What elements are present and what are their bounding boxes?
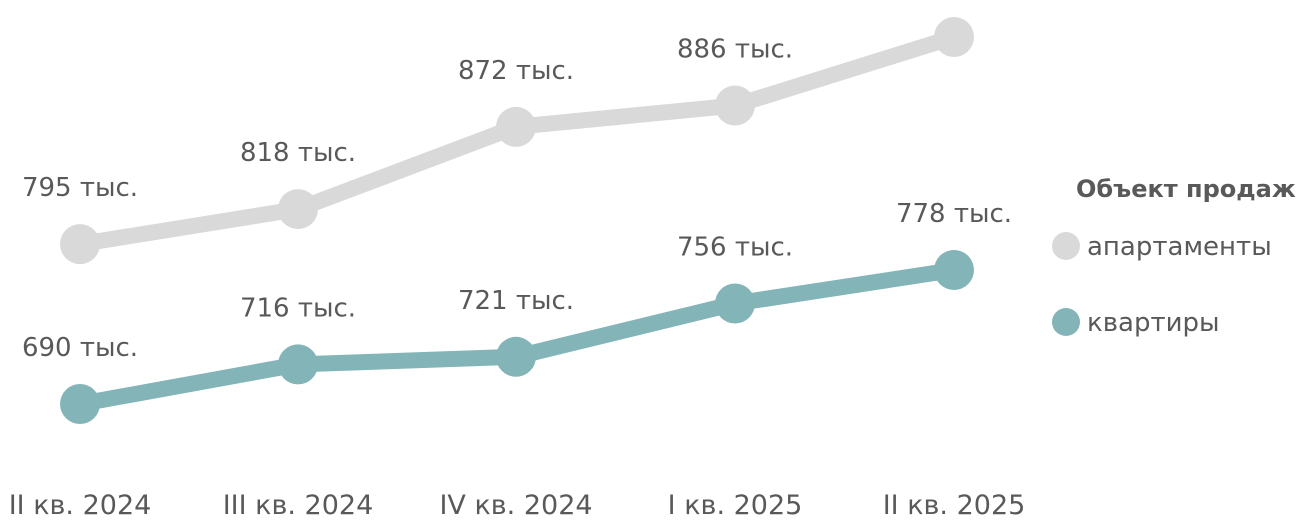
data-point-flats: [60, 384, 100, 424]
legend-label-apartments: апартаменты: [1087, 232, 1272, 262]
x-tick-label: I кв. 2025: [668, 490, 803, 521]
data-label-layer: 795 тыс.818 тыс.872 тыс.886 тыс.931 тыс.…: [22, 35, 1012, 363]
x-tick-label: II кв. 2024: [9, 490, 152, 521]
data-point-flats: [934, 249, 974, 290]
legend: Объект продаж апартаменты квартиры: [1052, 175, 1296, 338]
legend-item-flats: квартиры: [1052, 308, 1220, 338]
x-tick-label: III кв. 2024: [223, 490, 374, 521]
data-label-flats: 690 тыс.: [22, 333, 138, 363]
data-label-apartments: 886 тыс.: [677, 35, 793, 65]
data-point-apartments: [934, 17, 974, 57]
data-point-flats: [715, 283, 755, 324]
data-point-flats: [278, 344, 318, 385]
data-label-flats: 756 тыс.: [677, 232, 793, 262]
data-label-apartments: 795 тыс.: [22, 173, 138, 203]
data-point-flats: [496, 336, 536, 377]
data-label-apartments: 818 тыс.: [240, 138, 356, 168]
x-tick-label: II кв. 2025: [883, 490, 1026, 521]
data-point-apartments: [60, 224, 100, 265]
data-label-flats: 778 тыс.: [896, 199, 1012, 229]
data-point-apartments: [715, 85, 755, 126]
data-label-apartments: 872 тыс.: [458, 56, 574, 86]
data-label-flats: 721 тыс.: [458, 286, 574, 316]
data-label-flats: 716 тыс.: [240, 293, 356, 323]
x-axis: II кв. 2024 III кв. 2024 IV кв. 2024 I кв. …: [9, 490, 1026, 521]
legend-marker-apartments: [1052, 232, 1080, 260]
data-point-apartments: [278, 189, 318, 230]
legend-label-flats: квартиры: [1087, 308, 1220, 338]
data-point-apartments: [496, 106, 536, 147]
series-apartments: [60, 17, 974, 265]
legend-title: Объект продаж: [1076, 175, 1296, 203]
legend-item-apartments: апартаменты: [1052, 232, 1272, 262]
series-flats: [60, 249, 974, 424]
series-layer: [60, 17, 974, 424]
legend-marker-flats: [1052, 308, 1080, 336]
x-tick-label: IV кв. 2024: [439, 490, 592, 521]
